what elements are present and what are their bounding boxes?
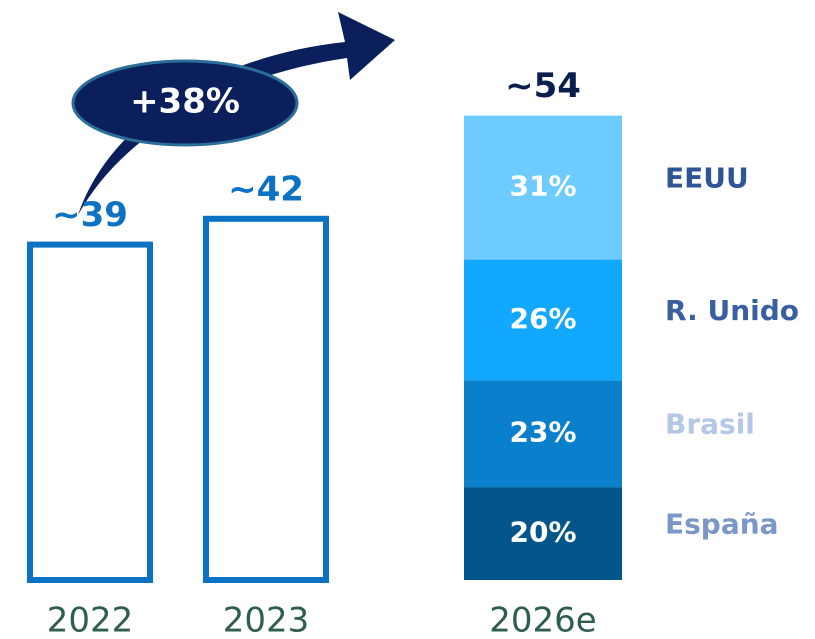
segment-label: 23%: [509, 416, 576, 449]
value-label: ~54: [505, 66, 581, 106]
annotation-bubble: [71, 59, 299, 147]
stack-segment: [464, 380, 622, 488]
value-label: ~39: [52, 195, 128, 235]
value-label: ~42: [228, 169, 304, 209]
x-tick-label: 2026e: [489, 601, 596, 639]
x-tick-label: 2022: [47, 601, 134, 639]
legend-label: R. Unido: [665, 294, 799, 327]
segment-label: 26%: [509, 302, 576, 335]
legend-label: Brasil: [665, 408, 755, 441]
bar: [203, 215, 329, 584]
segment-label: 20%: [509, 516, 576, 549]
growth-arrow: [78, 12, 395, 215]
legend-label: España: [665, 508, 779, 541]
x-tick-label: 2023: [223, 601, 310, 639]
legend-label: EEUU: [665, 162, 749, 195]
bar: [27, 241, 153, 583]
annotation: +38%: [130, 82, 240, 122]
stack-segment: [464, 259, 622, 381]
segment-label: 31%: [509, 170, 576, 203]
stack-segment: [464, 487, 622, 580]
stack-segment: [464, 115, 622, 260]
